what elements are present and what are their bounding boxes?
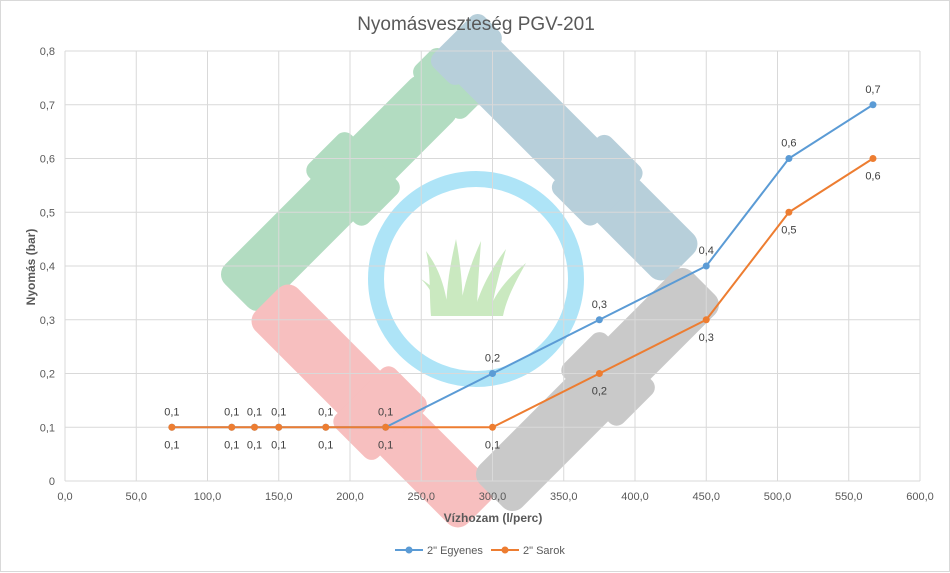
data-point bbox=[275, 423, 283, 431]
data-label: 0,1 bbox=[271, 406, 286, 418]
data-label: 0,6 bbox=[781, 138, 796, 150]
x-tick-label: 350,0 bbox=[550, 491, 578, 503]
data-label: 0,1 bbox=[271, 439, 286, 451]
x-tick-label: 600,0 bbox=[906, 491, 934, 503]
data-label: 0,3 bbox=[699, 332, 714, 344]
y-axis-label: Nyomás (bar) bbox=[24, 229, 38, 306]
data-point bbox=[489, 370, 496, 377]
legend: 2" Egyenes 2" Sarok bbox=[395, 545, 565, 557]
data-label: 0,6 bbox=[865, 171, 880, 183]
series-layer: 0,1 0,1 0,1 0,1 0,1 0,1 0,2 0,3 0,4 0,6 0,7 0,1 0,1 0… bbox=[164, 84, 880, 452]
x-tick-label: 400,0 bbox=[621, 491, 649, 503]
x-tick-label: 550,0 bbox=[835, 491, 863, 503]
data-point bbox=[228, 423, 236, 431]
chart-title: Nyomásveszteség PGV-201 bbox=[357, 14, 595, 35]
y-tick-label: 0,4 bbox=[40, 261, 55, 273]
data-point bbox=[595, 316, 603, 324]
data-label: 0,1 bbox=[378, 439, 393, 451]
data-label: 0,4 bbox=[699, 245, 714, 257]
axis-ticks: 0,0 50,0 100,0 150,0 200,0 250,0 300,0 350,0 400… bbox=[40, 46, 934, 503]
data-label: 0,1 bbox=[247, 406, 262, 418]
y-tick-label: 0,3 bbox=[40, 315, 55, 327]
legend-entry-label: 2" Sarok bbox=[523, 545, 565, 557]
data-label: 0,5 bbox=[781, 224, 796, 236]
data-point bbox=[382, 423, 390, 431]
data-point bbox=[869, 155, 877, 162]
y-tick-label: 0,7 bbox=[40, 100, 55, 112]
data-label: 0,1 bbox=[485, 439, 500, 451]
data-label: 0,1 bbox=[224, 406, 239, 418]
legend-swatch-marker bbox=[501, 546, 509, 554]
x-tick-label: 450,0 bbox=[692, 491, 720, 503]
data-label: 0,1 bbox=[318, 406, 333, 418]
x-tick-label: 500,0 bbox=[764, 491, 792, 503]
x-tick-label: 300,0 bbox=[479, 491, 507, 503]
y-tick-label: 0,5 bbox=[40, 207, 55, 219]
x-tick-label: 150,0 bbox=[265, 491, 293, 503]
data-label: 0,7 bbox=[865, 84, 880, 96]
data-label: 0,2 bbox=[485, 353, 500, 365]
y-tick-label: 0 bbox=[49, 476, 55, 488]
data-label: 0,2 bbox=[592, 386, 607, 398]
data-label: 0,1 bbox=[247, 439, 262, 451]
data-label: 0,1 bbox=[378, 406, 393, 418]
data-label: 0,1 bbox=[224, 439, 239, 451]
valve-logo-watermark bbox=[220, 13, 719, 528]
y-tick-label: 0,6 bbox=[40, 154, 55, 166]
data-label: 0,1 bbox=[318, 439, 333, 451]
y-tick-label: 0,8 bbox=[40, 46, 55, 58]
data-point bbox=[168, 423, 176, 431]
data-point bbox=[702, 316, 710, 324]
x-axis-label: Vízhozam (l/perc) bbox=[444, 511, 543, 525]
legend-entry-label: 2" Egyenes bbox=[427, 545, 483, 557]
y-tick-label: 0,1 bbox=[40, 422, 55, 434]
data-label: 0,1 bbox=[164, 439, 179, 451]
data-point bbox=[595, 370, 603, 377]
gridlines bbox=[64, 50, 921, 482]
x-tick-label: 100,0 bbox=[194, 491, 222, 503]
data-point bbox=[322, 423, 330, 431]
x-tick-label: 250,0 bbox=[407, 491, 435, 503]
data-point bbox=[785, 208, 793, 216]
x-tick-label: 0,0 bbox=[57, 491, 72, 503]
x-tick-label: 200,0 bbox=[336, 491, 364, 503]
data-point bbox=[785, 155, 793, 162]
legend-swatch-marker bbox=[405, 546, 413, 554]
x-tick-label: 50,0 bbox=[126, 491, 147, 503]
data-label: 0,3 bbox=[592, 299, 607, 311]
data-label: 0,1 bbox=[164, 406, 179, 418]
data-point bbox=[702, 262, 710, 270]
data-point bbox=[251, 423, 259, 431]
data-point bbox=[489, 423, 496, 431]
data-point bbox=[869, 101, 877, 109]
y-tick-label: 0,2 bbox=[40, 369, 55, 381]
